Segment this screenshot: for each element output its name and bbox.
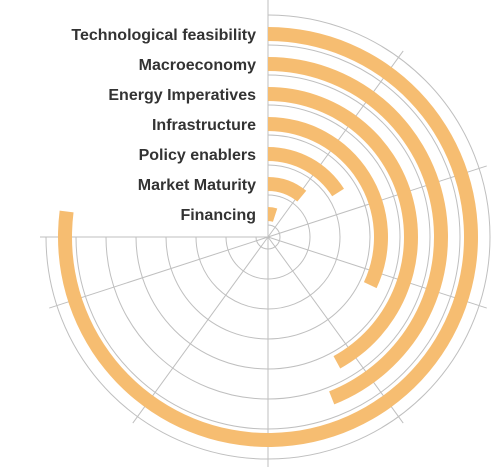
grid-spoke bbox=[267, 236, 404, 424]
category-label: Technological feasibility bbox=[71, 27, 256, 44]
category-label: Policy enablers bbox=[139, 147, 256, 164]
category-labels: Technological feasibility Macroeconomy Ene… bbox=[71, 27, 256, 224]
category-label: Infrastructure bbox=[152, 117, 256, 134]
category-label: Macroeconomy bbox=[139, 57, 256, 74]
bars bbox=[58, 27, 478, 447]
category-label: Market Maturity bbox=[138, 177, 256, 194]
label-panel bbox=[0, 0, 268, 237]
bar-financing bbox=[268, 207, 278, 222]
grid-spoke bbox=[49, 236, 269, 309]
bar-market-maturity bbox=[268, 177, 307, 202]
category-label: Energy Imperatives bbox=[108, 87, 256, 104]
bar-infrastructure bbox=[268, 117, 389, 289]
bar-policy-enablers bbox=[268, 147, 344, 197]
category-label: Financing bbox=[180, 207, 256, 224]
grid-spoke bbox=[132, 236, 269, 424]
bar-energy-imperatives bbox=[268, 86, 419, 369]
